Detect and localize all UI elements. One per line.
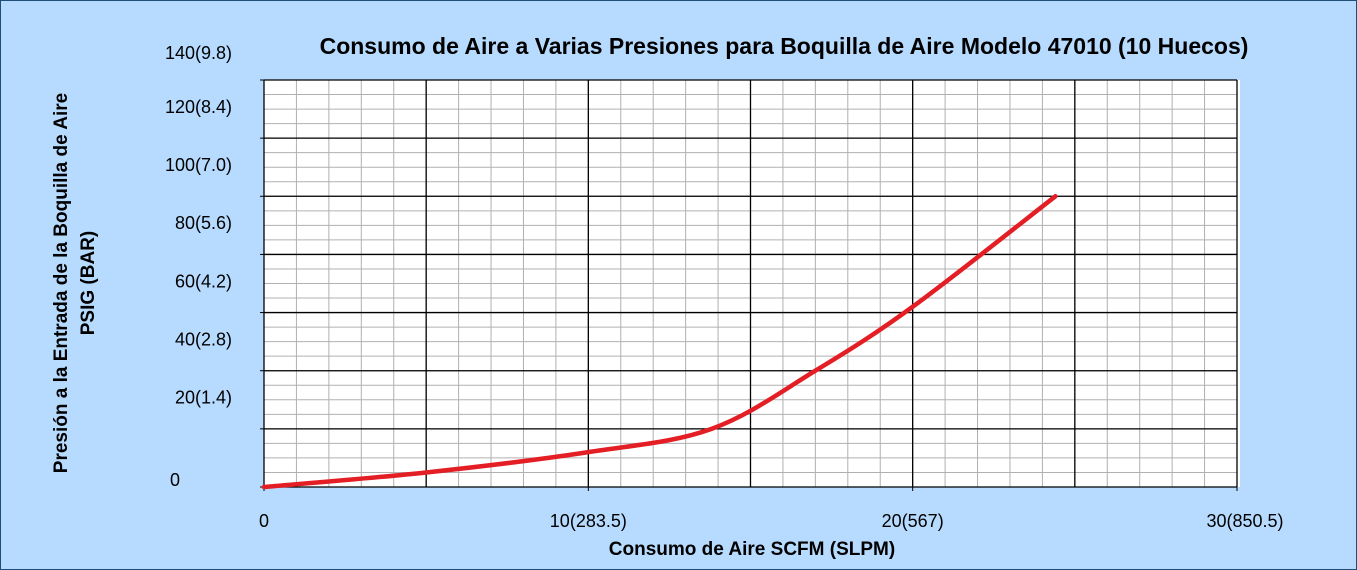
x-tick-label: 0 xyxy=(259,511,269,531)
y-tick-label: 100(7.0) xyxy=(165,155,232,175)
x-tick-label: 30(850.5) xyxy=(1206,511,1283,531)
y-tick-label: 40(2.8) xyxy=(175,329,232,349)
chart-title: Consumo de Aire a Varias Presiones para … xyxy=(320,33,1249,59)
x-tick-label: 10(283.5) xyxy=(550,511,627,531)
x-axis-label: Consumo de Aire SCFM (SLPM) xyxy=(609,539,895,560)
y-tick-label: 80(5.6) xyxy=(175,213,232,233)
y-axis-label: PSIG (BAR) xyxy=(78,231,99,336)
y-tick-label: 120(8.4) xyxy=(165,97,232,117)
y-tick-label: 20(1.4) xyxy=(175,388,232,408)
y-axis-label: Presión a la Entrada de la Boquilla de A… xyxy=(51,93,72,473)
x-tick-label: 20(567) xyxy=(882,511,944,531)
y-tick-label: 60(4.2) xyxy=(175,271,232,291)
y-tick-label: 140(9.8) xyxy=(165,43,232,63)
y-tick-label: 0 xyxy=(170,470,180,490)
data-line xyxy=(261,194,1058,490)
